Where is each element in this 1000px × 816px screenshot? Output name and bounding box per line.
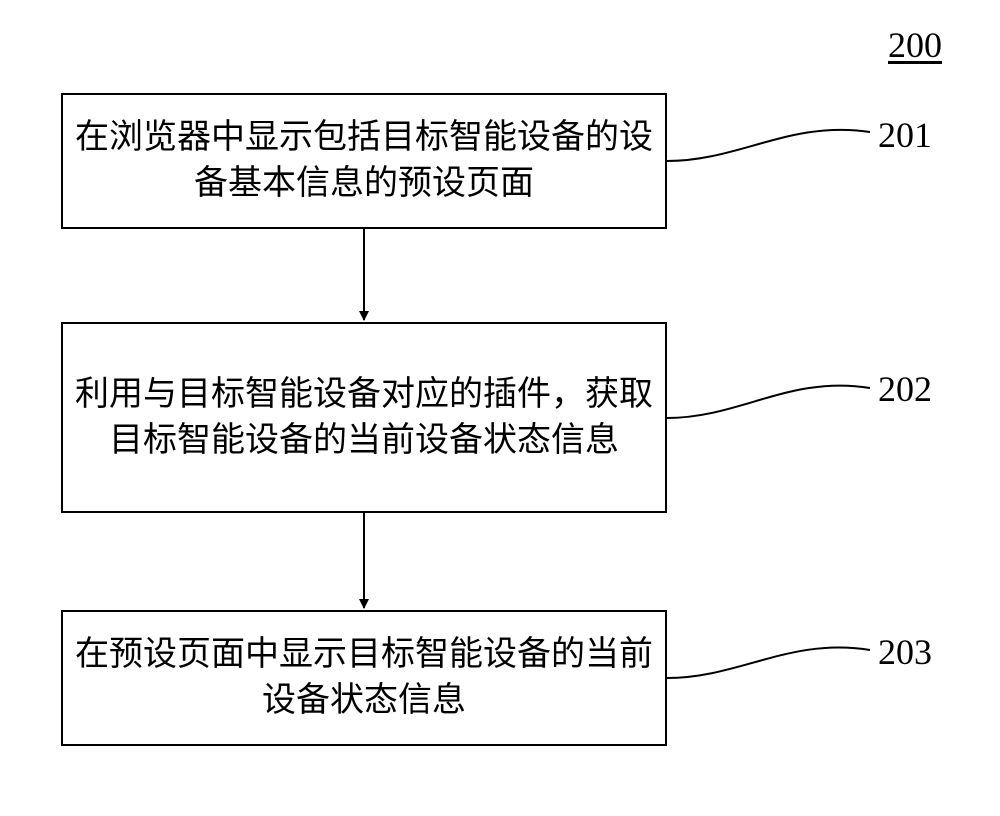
flow-node-label: 201 <box>878 114 932 156</box>
flowchart-canvas: 200 在浏览器中显示包括目标智能设备的设备基本信息的预设页面 201 利用与目标智… <box>0 0 1000 816</box>
figure-number-label: 200 <box>888 24 942 66</box>
flow-node-text: 在浏览器中显示包括目标智能设备的设备基本信息的预设页面 <box>71 115 657 207</box>
flow-node-text: 在预设页面中显示目标智能设备的当前设备状态信息 <box>71 632 657 724</box>
callout-line <box>667 386 870 418</box>
flow-node-text: 利用与目标智能设备对应的插件，获取目标智能设备的当前设备状态信息 <box>71 372 657 464</box>
flow-node: 在预设页面中显示目标智能设备的当前设备状态信息 <box>61 610 667 746</box>
callout-line <box>667 130 870 161</box>
callout-line <box>667 647 870 678</box>
flow-node: 在浏览器中显示包括目标智能设备的设备基本信息的预设页面 <box>61 93 667 229</box>
flow-node: 利用与目标智能设备对应的插件，获取目标智能设备的当前设备状态信息 <box>61 322 667 513</box>
flow-node-label: 203 <box>878 631 932 673</box>
flow-node-label: 202 <box>878 368 932 410</box>
